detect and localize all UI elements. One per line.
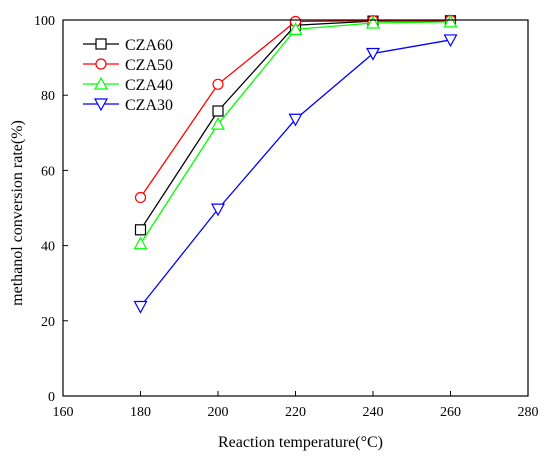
data-point-cza60 <box>212 105 224 117</box>
legend: CZA60 CZA50 CZA40 CZA30 <box>83 37 173 114</box>
legend-label-cza50: CZA50 <box>125 57 173 74</box>
series-cza50 <box>134 14 457 204</box>
data-point-cza40 <box>443 14 458 28</box>
legend-item-cza60: CZA60 <box>83 37 173 54</box>
series-cza30 <box>133 34 458 314</box>
y-tick-label: 60 <box>41 164 55 179</box>
legend-label-cza40: CZA40 <box>125 77 173 94</box>
legend-label-cza60: CZA60 <box>125 37 173 54</box>
data-point-cza30 <box>288 113 303 127</box>
data-point-cza30 <box>210 203 226 217</box>
y-axis-title: methanol conversion rate(%) <box>9 120 26 306</box>
data-point-cza40 <box>133 236 148 250</box>
y-tick-label: 40 <box>41 240 55 255</box>
x-tick-label: 220 <box>285 405 306 420</box>
series-line-cza40 <box>139 21 451 245</box>
y-tick-label: 0 <box>48 390 55 405</box>
data-point-cza30 <box>365 47 381 61</box>
x-tick-label: 280 <box>518 405 539 420</box>
legend-item-cza40: CZA40 <box>83 76 173 94</box>
axes: 160 180 200 220 240 260 280 0 20 40 60 80 100 <box>34 14 539 420</box>
plot-area <box>133 14 458 314</box>
series-cza40 <box>133 14 458 250</box>
legend-item-cza30: CZA30 <box>83 97 173 114</box>
data-point-cza40 <box>288 22 303 36</box>
legend-marker-cza60 <box>95 38 107 50</box>
data-point-cza40 <box>365 15 381 29</box>
x-tick-label: 200 <box>208 405 229 420</box>
data-point-cza40 <box>210 116 226 130</box>
x-tick-label: 180 <box>130 405 151 420</box>
x-tick-label: 260 <box>440 405 461 420</box>
y-tick-label: 20 <box>41 315 55 330</box>
legend-marker-cza40 <box>93 76 109 90</box>
data-point-cza60 <box>134 224 147 236</box>
x-tick-label: 160 <box>53 405 74 420</box>
data-point-cza50 <box>134 191 147 204</box>
series-line-cza30 <box>139 39 451 307</box>
data-point-cza30 <box>133 300 148 314</box>
legend-marker-cza50 <box>95 58 107 70</box>
x-tick-label: 240 <box>363 405 384 420</box>
x-axis-title: Reaction temperature(°C) <box>218 434 383 451</box>
y-tick-label: 80 <box>41 89 55 104</box>
data-point-cza50 <box>212 78 224 90</box>
data-point-cza30 <box>443 34 458 48</box>
legend-label-cza30: CZA30 <box>125 97 173 114</box>
y-tick-label: 100 <box>34 14 55 29</box>
legend-item-cza50: CZA50 <box>83 57 173 74</box>
legend-marker-cza30 <box>93 98 109 112</box>
